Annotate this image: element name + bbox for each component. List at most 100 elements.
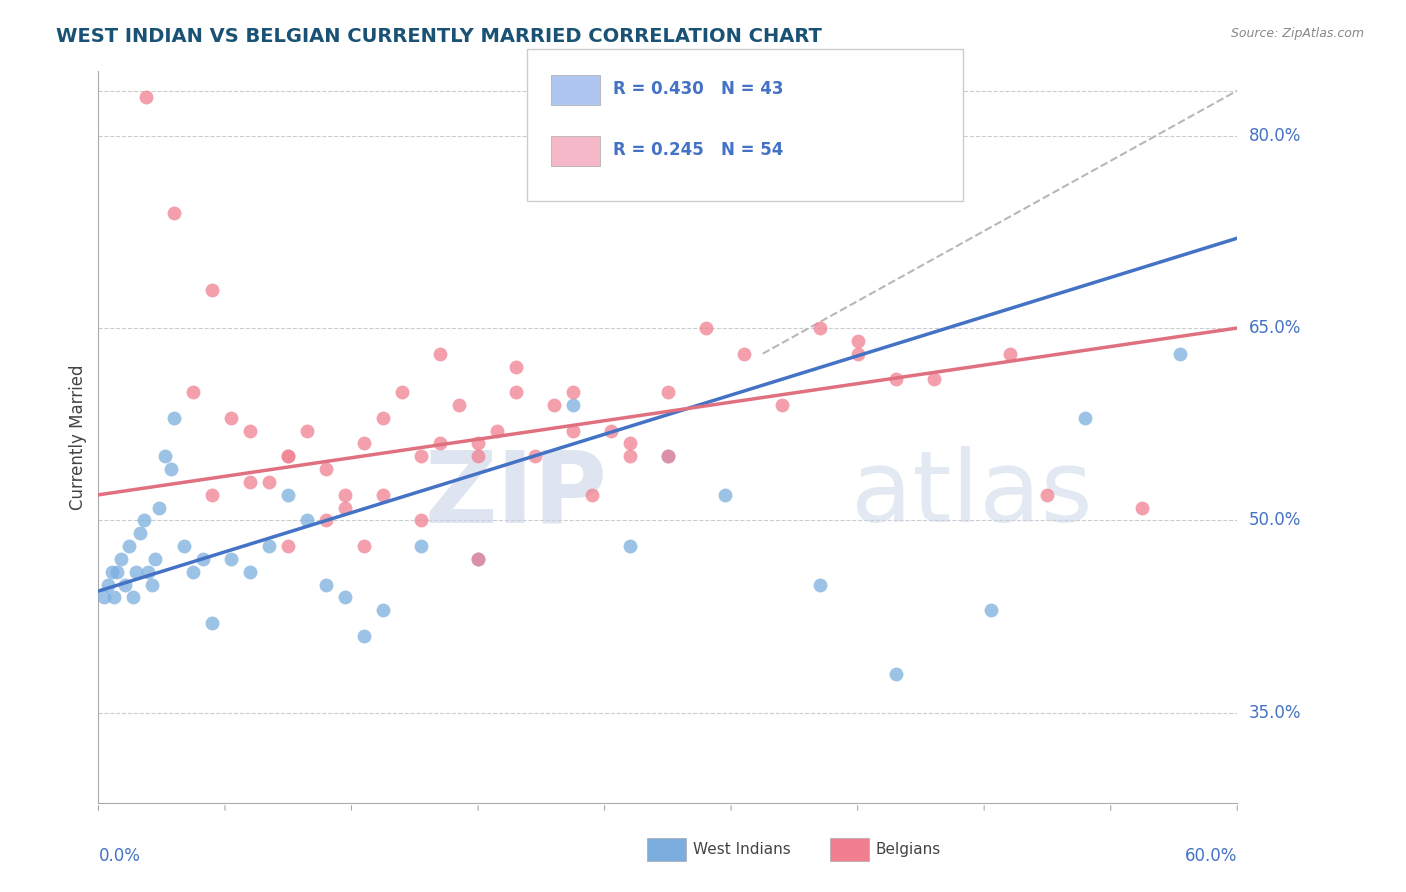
Point <box>657 450 679 464</box>
Point <box>221 552 243 566</box>
Point <box>153 450 176 464</box>
Text: 50.0%: 50.0% <box>1249 511 1301 530</box>
Point <box>1132 500 1154 515</box>
Point <box>132 514 155 528</box>
Point <box>335 500 357 515</box>
Text: 65.0%: 65.0% <box>1249 319 1301 337</box>
Point <box>107 565 129 579</box>
Point <box>191 552 214 566</box>
Point <box>315 514 337 528</box>
Point <box>695 321 717 335</box>
Point <box>201 616 224 631</box>
Point <box>619 436 641 450</box>
Text: R = 0.430   N = 43: R = 0.430 N = 43 <box>613 80 783 98</box>
Point <box>183 385 205 400</box>
Point <box>846 346 869 360</box>
Point <box>118 539 141 553</box>
Point <box>135 90 157 104</box>
Point <box>581 488 603 502</box>
Point <box>100 565 122 579</box>
Point <box>371 488 394 502</box>
Point <box>201 488 224 502</box>
Point <box>657 450 679 464</box>
Point <box>201 283 224 297</box>
Text: West Indians: West Indians <box>693 842 792 856</box>
Point <box>1170 346 1192 360</box>
Point <box>505 385 527 400</box>
Point <box>543 398 565 412</box>
Point <box>884 667 907 681</box>
Point <box>1074 410 1097 425</box>
Point <box>163 205 186 219</box>
Point <box>391 385 413 400</box>
Point <box>922 372 945 386</box>
Point <box>239 424 262 438</box>
Point <box>239 475 262 489</box>
Point <box>808 577 831 591</box>
Point <box>429 436 451 450</box>
Point <box>524 450 547 464</box>
Point <box>371 603 394 617</box>
Point <box>183 565 205 579</box>
Point <box>770 398 793 412</box>
Point <box>259 475 281 489</box>
Text: 35.0%: 35.0% <box>1249 704 1301 722</box>
Point <box>429 346 451 360</box>
Point <box>998 346 1021 360</box>
Point <box>411 450 433 464</box>
Point <box>136 565 159 579</box>
Point <box>411 514 433 528</box>
Point <box>733 346 755 360</box>
Point <box>335 591 357 605</box>
Point <box>979 603 1001 617</box>
Text: Belgians: Belgians <box>876 842 941 856</box>
Point <box>619 450 641 464</box>
Point <box>97 577 120 591</box>
Point <box>467 436 489 450</box>
Point <box>277 450 299 464</box>
Point <box>129 526 152 541</box>
Point <box>353 539 375 553</box>
Point <box>562 398 585 412</box>
Point <box>93 591 115 605</box>
Point <box>148 500 170 515</box>
Point <box>884 372 907 386</box>
Text: ZIP: ZIP <box>425 446 607 543</box>
Text: 60.0%: 60.0% <box>1185 847 1237 864</box>
Point <box>121 591 143 605</box>
Point <box>353 436 375 450</box>
Point <box>1036 488 1059 502</box>
Point <box>141 577 163 591</box>
Point <box>657 385 679 400</box>
Point <box>239 565 262 579</box>
Point <box>371 410 394 425</box>
Point <box>315 577 337 591</box>
Point <box>277 450 299 464</box>
Point <box>297 514 319 528</box>
Point <box>447 398 470 412</box>
Point <box>163 410 186 425</box>
Point <box>600 424 623 438</box>
Point <box>411 539 433 553</box>
Text: 80.0%: 80.0% <box>1249 127 1301 145</box>
Point <box>221 410 243 425</box>
Point <box>846 334 869 348</box>
Point <box>173 539 195 553</box>
Text: 0.0%: 0.0% <box>98 847 141 864</box>
Point <box>114 577 136 591</box>
Text: WEST INDIAN VS BELGIAN CURRENTLY MARRIED CORRELATION CHART: WEST INDIAN VS BELGIAN CURRENTLY MARRIED… <box>56 27 823 45</box>
Point <box>277 488 299 502</box>
Point <box>467 450 489 464</box>
Point <box>125 565 148 579</box>
Point <box>277 539 299 553</box>
Point <box>159 462 181 476</box>
Point <box>103 591 125 605</box>
Point <box>619 539 641 553</box>
Point <box>505 359 527 374</box>
Point <box>353 629 375 643</box>
Point <box>297 424 319 438</box>
Point <box>335 488 357 502</box>
Point <box>145 552 167 566</box>
Point <box>467 552 489 566</box>
Y-axis label: Currently Married: Currently Married <box>69 364 87 510</box>
